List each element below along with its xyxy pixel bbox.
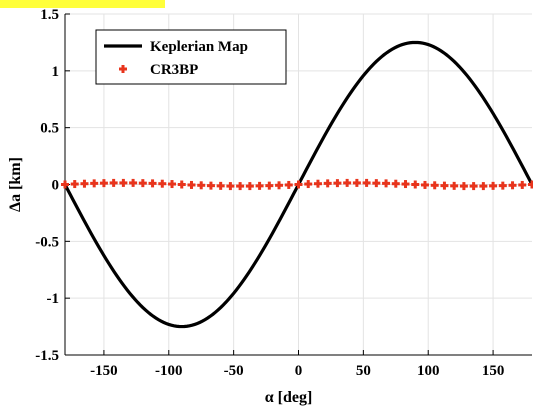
y-tick-label: 0 [52, 178, 60, 194]
cr3bp-marker [518, 180, 527, 189]
cr3bp-marker [129, 178, 138, 187]
cr3bp-marker [148, 179, 157, 188]
cr3bp-marker [168, 180, 177, 189]
x-tick-label: -50 [224, 363, 244, 379]
x-tick-label: 150 [482, 363, 505, 379]
cr3bp-marker [489, 181, 498, 190]
legend-keplerian-label: Keplerian Map [150, 39, 248, 55]
cr3bp-marker [80, 179, 89, 188]
cr3bp-marker [187, 180, 196, 189]
y-tick-label: 0.5 [40, 121, 59, 137]
y-axis-label: Δa [km] [7, 157, 24, 212]
cr3bp-marker [391, 179, 400, 188]
cr3bp-marker [294, 180, 303, 189]
cr3bp-marker [265, 181, 274, 190]
x-tick-label: -150 [90, 363, 118, 379]
y-tick-label: 1.5 [40, 7, 59, 23]
cr3bp-marker [352, 178, 361, 187]
legend-cr3bp-label: CR3BP [150, 62, 198, 78]
cr3bp-marker [109, 178, 118, 187]
cr3bp-marker [197, 181, 206, 190]
x-axis-label: α [deg] [265, 389, 313, 406]
cr3bp-marker [119, 178, 128, 187]
cr3bp-marker [216, 181, 225, 190]
cr3bp-marker [70, 180, 79, 189]
cr3bp-marker [362, 178, 371, 187]
cr3bp-marker [255, 181, 264, 190]
cr3bp-marker [236, 182, 245, 191]
cr3bp-marker [90, 179, 99, 188]
cr3bp-marker [313, 179, 322, 188]
cr3bp-marker [372, 179, 381, 188]
x-tick-label: 50 [356, 363, 371, 379]
cr3bp-marker [158, 179, 167, 188]
cr3bp-marker [479, 182, 488, 191]
cr3bp-marker [343, 178, 352, 187]
cr3bp-marker [498, 181, 507, 190]
cr3bp-marker [420, 180, 429, 189]
x-tick-label: 100 [417, 363, 440, 379]
legend: Keplerian Map CR3BP [95, 29, 287, 85]
cr3bp-marker [138, 179, 147, 188]
cr3bp-marker [304, 180, 313, 189]
cr3bp-marker [177, 180, 186, 189]
cr3bp-marker [401, 180, 410, 189]
x-tick-label: -100 [155, 363, 183, 379]
cr3bp-marker [459, 182, 468, 191]
x-tick-label: 0 [295, 363, 303, 379]
cr3bp-marker [284, 180, 293, 189]
y-tick-label: -0.5 [35, 234, 59, 250]
y-tick-label: -1.5 [35, 348, 59, 364]
cr3bp-marker [245, 182, 254, 191]
cr3bp-marker [528, 180, 533, 189]
cr3bp-marker [469, 182, 478, 191]
cr3bp-marker [508, 181, 517, 190]
cr3bp-marker [206, 181, 215, 190]
highlight-strip [0, 0, 165, 8]
cr3bp-marker [382, 179, 391, 188]
cr3bp-marker [430, 181, 439, 190]
cr3bp-marker [61, 180, 69, 189]
cr3bp-marker [323, 179, 332, 188]
cr3bp-marker [333, 179, 342, 188]
y-tick-label: 1 [52, 64, 60, 80]
cr3bp-marker [450, 181, 459, 190]
cr3bp-marker [440, 181, 449, 190]
cr3bp-marker [99, 179, 108, 188]
cr3bp-marker [226, 182, 235, 191]
cr3bp-marker [411, 180, 420, 189]
cr3bp-marker [275, 181, 284, 190]
legend-box [95, 29, 287, 85]
y-tick-label: -1 [47, 291, 60, 307]
